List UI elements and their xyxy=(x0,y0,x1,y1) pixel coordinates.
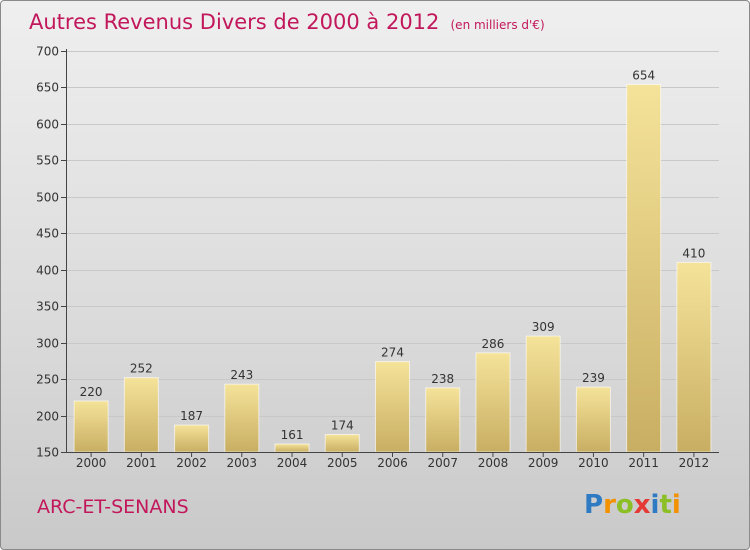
axes: 150 200 250 300 350 400 450 500 550 600 650 700 2000… xyxy=(36,45,719,470)
x-tick-label: 2012 xyxy=(679,456,710,470)
x-tick-label: 2002 xyxy=(176,456,207,470)
y-tick-label: 300 xyxy=(36,337,59,351)
bar xyxy=(425,387,461,453)
x-tick-label: 2011 xyxy=(628,456,659,470)
title-row: Autres Revenus Divers de 2000 à 2012 (en… xyxy=(29,10,545,34)
bar xyxy=(676,261,712,453)
bar xyxy=(525,335,561,453)
y-tick-label: 500 xyxy=(36,191,59,205)
data-label: 286 xyxy=(482,337,505,351)
data-label: 239 xyxy=(582,371,605,385)
data-label: 161 xyxy=(281,428,304,442)
chart-title: Autres Revenus Divers de 2000 à 2012 xyxy=(29,10,440,34)
y-tick-label: 650 xyxy=(36,81,59,95)
x-tick-label: 2001 xyxy=(126,456,157,470)
x-tick-label: 2000 xyxy=(76,456,107,470)
bar xyxy=(375,361,410,453)
y-tick-label: 700 xyxy=(36,45,59,59)
commune-name: ARC-ET-SENANS xyxy=(37,496,189,518)
logo-letter: x xyxy=(633,490,651,520)
data-label: 220 xyxy=(80,385,103,399)
y-tick-label: 150 xyxy=(36,446,59,460)
bar xyxy=(123,377,159,453)
chart-subtitle: (en milliers d'€) xyxy=(450,18,545,32)
data-label: 252 xyxy=(130,362,153,376)
y-tick-label: 550 xyxy=(36,154,59,168)
data-label: 654 xyxy=(632,69,655,83)
logo-letter: P xyxy=(584,490,604,520)
bar xyxy=(274,443,310,453)
x-tick-label: 2005 xyxy=(327,456,358,470)
logo-letter: r xyxy=(603,490,616,520)
data-label: 309 xyxy=(532,320,555,334)
y-tick-label: 450 xyxy=(36,227,59,241)
y-tick-label: 400 xyxy=(36,264,59,278)
y-tick-label: 250 xyxy=(36,373,59,387)
proxiti-logo: Proxiti xyxy=(584,490,681,520)
bar xyxy=(575,386,611,453)
x-tick-label: 2009 xyxy=(528,456,559,470)
data-label: 274 xyxy=(381,346,404,360)
data-label: 410 xyxy=(682,246,705,260)
data-labels: 220 252 187 243 161 174 274 238 286 309 239 654 410 xyxy=(80,69,706,442)
data-label: 174 xyxy=(331,419,354,433)
y-tick-label: 350 xyxy=(36,300,59,314)
logo-letter: i xyxy=(650,490,660,520)
x-tick-label: 2003 xyxy=(227,456,258,470)
data-label: 238 xyxy=(431,372,454,386)
logo-letter: i xyxy=(671,490,681,520)
y-tick-label: 600 xyxy=(36,118,59,132)
x-tick-label: 2006 xyxy=(377,456,408,470)
x-tick-label: 2008 xyxy=(478,456,509,470)
bar xyxy=(224,383,260,453)
x-tick-label: 2004 xyxy=(277,456,308,470)
bar xyxy=(324,434,360,453)
x-tick-label: 2007 xyxy=(427,456,458,470)
bar xyxy=(626,84,662,453)
logo-letter: o xyxy=(615,490,634,520)
x-tick-label: 2010 xyxy=(578,456,609,470)
data-label: 187 xyxy=(180,409,203,423)
data-label: 243 xyxy=(230,368,253,382)
y-tick-label: 200 xyxy=(36,410,59,424)
bars xyxy=(73,84,712,453)
bar xyxy=(174,424,210,453)
logo-letter: t xyxy=(659,490,672,520)
bar xyxy=(73,400,109,453)
bar xyxy=(475,352,511,453)
